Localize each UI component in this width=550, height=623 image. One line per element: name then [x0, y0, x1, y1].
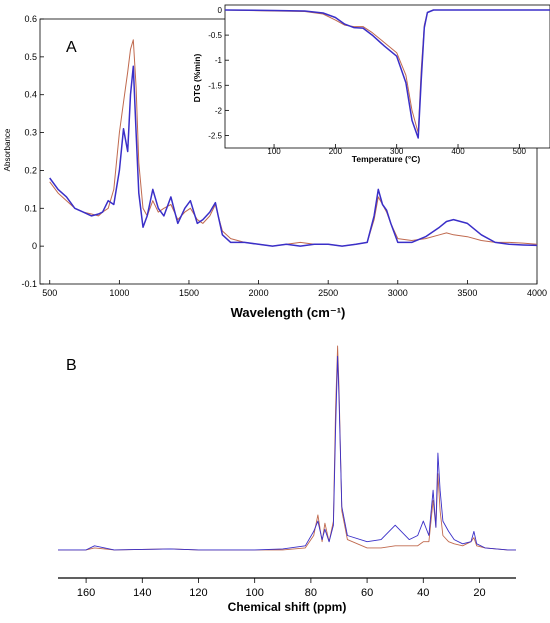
dtg-y-tick-label: -0.5: [208, 31, 222, 40]
ftir-x-ticks: 500 1000 1500 2000 2500 3000 3500 4000: [42, 280, 547, 298]
ftir-y-tick-label: 0.2: [24, 165, 37, 175]
ftir-y-tick-label: 0.1: [24, 203, 37, 213]
dtg-y-tick-label: -1: [215, 56, 223, 65]
nmr-series-line-2: [58, 355, 516, 551]
ftir-y-tick-label: 0.5: [24, 52, 37, 62]
nmr-x-tick-label: 100: [246, 587, 264, 599]
dtg-series-lines: [224, 9, 550, 139]
dtg-series-line-2: [224, 9, 550, 139]
ftir-y-tick-label: -0.1: [21, 279, 37, 289]
ftir-x-tick-label: 2500: [318, 288, 338, 298]
dtg-x-tick-label: 100: [267, 147, 281, 156]
ftir-y-tick-label: 0.3: [24, 128, 37, 138]
dtg-x-tick-label: 400: [451, 147, 465, 156]
nmr-series-lines: [58, 345, 516, 551]
nmr-x-tick-label: 20: [473, 587, 485, 599]
panel-a-label: A: [66, 39, 77, 56]
dtg-y-tick-label: -1.5: [208, 81, 222, 90]
ftir-x-tick-label: 3000: [388, 288, 408, 298]
dtg-x-tick-label: 500: [513, 147, 527, 156]
dtg-y-axis-label: DTG (%min): [192, 54, 202, 103]
nmr-x-axis-label: Chemical shift (ppm): [228, 600, 347, 614]
ftir-plot: A Absorbance Wavelength (cm⁻¹) 500 1000 15…: [3, 14, 547, 320]
ftir-x-tick-label: 2000: [249, 288, 269, 298]
dtg-x-ticks: 100 200 300 400 500: [267, 144, 527, 156]
panel-b-label: B: [66, 357, 77, 374]
ftir-y-tick-label: 0.4: [24, 90, 37, 100]
ftir-series-lines: [49, 39, 538, 247]
ftir-x-axis-label: Wavelength (cm⁻¹): [231, 305, 346, 320]
nmr-x-tick-label: 120: [189, 587, 207, 599]
ftir-x-tick-label: 500: [42, 288, 57, 298]
dtg-y-tick-label: 0: [218, 6, 223, 15]
dtg-y-tick-label: -2: [215, 106, 223, 115]
ftir-x-tick-label: 1000: [109, 288, 129, 298]
dtg-x-tick-label: 300: [390, 147, 404, 156]
nmr-x-tick-label: 60: [361, 587, 373, 599]
dtg-inset-frame: [224, 4, 550, 149]
ftir-x-tick-label: 3500: [457, 288, 477, 298]
ftir-x-tick-label: 1500: [179, 288, 199, 298]
nmr-plot: B Chemical shift (ppm) 160 140 120 100 80 60 4…: [58, 345, 516, 614]
dtg-x-tick-label: 200: [329, 147, 343, 156]
ftir-series-line-2: [49, 65, 538, 247]
nmr-x-tick-label: 40: [417, 587, 429, 599]
nmr-x-tick-label: 140: [133, 587, 151, 599]
ftir-y-tick-label: 0: [32, 241, 37, 251]
nmr-x-tick-label: 80: [305, 587, 317, 599]
ftir-y-ticks: -0.1 0 0.1 0.2 0.3 0.4 0.5 0.6: [21, 14, 44, 289]
ftir-x-tick-label: 4000: [527, 288, 547, 298]
nmr-x-tick-label: 160: [77, 587, 95, 599]
dtg-inset-plot: DTG (%min) Temperature (°C) 100 200 300 400…: [192, 4, 550, 164]
dtg-y-tick-label: -2.5: [208, 131, 222, 140]
ftir-y-tick-label: 0.6: [24, 14, 37, 24]
nmr-series-line-1: [58, 345, 516, 551]
ftir-y-axis-label: Absorbance: [3, 128, 12, 171]
dtg-x-axis-label: Temperature (°C): [352, 154, 421, 164]
nmr-x-ticks: 160 140 120 100 80 60 40 20: [77, 578, 486, 599]
